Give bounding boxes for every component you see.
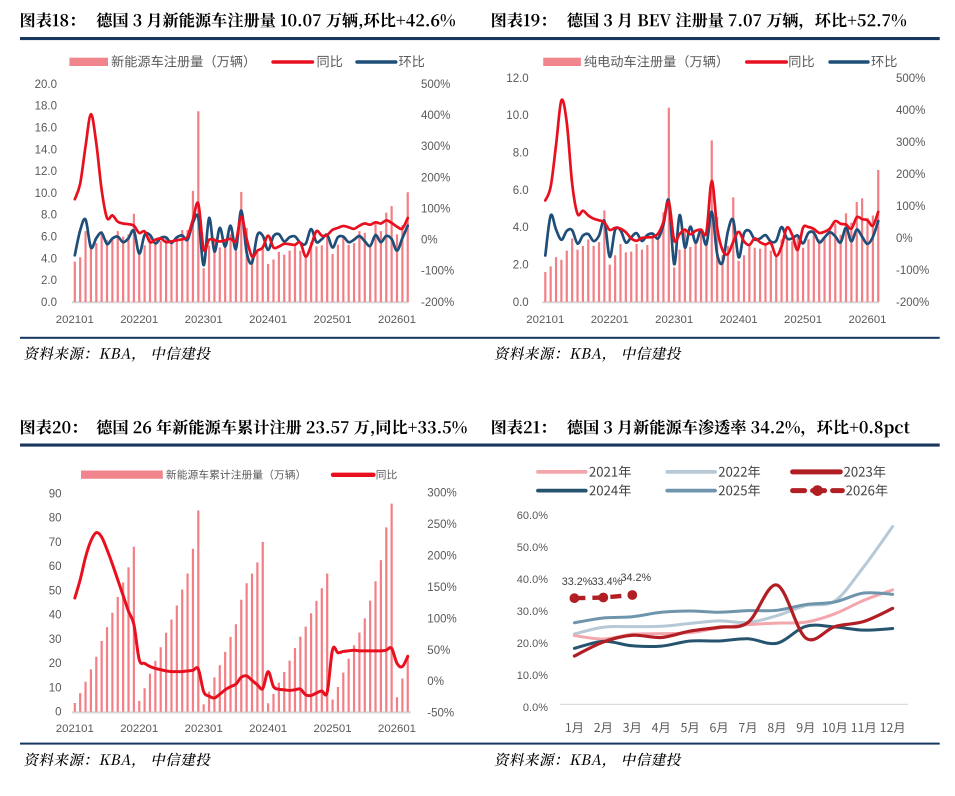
svg-text:8.0: 8.0 [41, 210, 57, 222]
svg-text:0.0: 0.0 [513, 297, 529, 309]
svg-text:202601: 202601 [378, 723, 416, 735]
svg-text:6.0: 6.0 [41, 232, 57, 244]
svg-text:-200%: -200% [896, 297, 929, 309]
svg-text:202401: 202401 [720, 314, 758, 326]
svg-text:100%: 100% [896, 201, 925, 213]
svg-text:202601: 202601 [848, 314, 886, 326]
svg-text:6.0: 6.0 [513, 185, 529, 197]
svg-text:10.0%: 10.0% [517, 670, 548, 682]
svg-text:400%: 400% [896, 105, 925, 117]
svg-text:150%: 150% [427, 582, 456, 594]
svg-text:100%: 100% [421, 203, 450, 215]
svg-text:20.0%: 20.0% [517, 638, 548, 650]
svg-text:4.0: 4.0 [41, 253, 57, 265]
svg-text:-50%: -50% [427, 708, 454, 720]
svg-text:200%: 200% [896, 169, 925, 181]
svg-text:202501: 202501 [784, 314, 822, 326]
svg-text:200%: 200% [427, 550, 456, 562]
svg-text:10.0: 10.0 [506, 110, 528, 122]
svg-text:16.0: 16.0 [35, 123, 57, 135]
svg-text:0.0%: 0.0% [523, 702, 548, 714]
svg-text:20.0: 20.0 [35, 79, 57, 91]
svg-text:18.0: 18.0 [35, 101, 57, 113]
svg-text:202501: 202501 [314, 723, 352, 735]
svg-text:50: 50 [49, 585, 62, 597]
svg-text:0.0: 0.0 [41, 297, 57, 309]
svg-text:202101: 202101 [56, 314, 94, 326]
svg-text:14.0: 14.0 [35, 144, 57, 156]
svg-text:202301: 202301 [185, 723, 223, 735]
svg-text:300%: 300% [427, 488, 456, 500]
svg-text:202201: 202201 [120, 723, 158, 735]
svg-text:202401: 202401 [249, 314, 287, 326]
svg-text:50.0%: 50.0% [517, 542, 548, 554]
svg-text:50%: 50% [427, 645, 450, 657]
svg-text:202301: 202301 [655, 314, 693, 326]
svg-text:300%: 300% [896, 137, 925, 149]
svg-text:202301: 202301 [185, 314, 223, 326]
svg-text:202501: 202501 [314, 314, 352, 326]
svg-text:60: 60 [49, 561, 62, 573]
svg-text:0: 0 [55, 707, 61, 719]
svg-text:4.0: 4.0 [513, 222, 529, 234]
svg-text:30.0%: 30.0% [517, 606, 548, 618]
svg-text:12.0: 12.0 [35, 166, 57, 178]
svg-text:34.2%: 34.2% [621, 572, 652, 584]
svg-text:40.0%: 40.0% [517, 574, 548, 586]
svg-text:202101: 202101 [56, 723, 94, 735]
svg-text:202101: 202101 [526, 314, 564, 326]
svg-text:200%: 200% [421, 172, 450, 184]
svg-text:0%: 0% [421, 235, 438, 247]
svg-text:20: 20 [49, 658, 62, 670]
svg-text:12.0: 12.0 [506, 73, 528, 85]
svg-text:33.2%: 33.2% [562, 576, 593, 588]
svg-text:30: 30 [49, 634, 62, 646]
svg-text:2.0: 2.0 [513, 259, 529, 271]
svg-text:40: 40 [49, 610, 62, 622]
svg-text:400%: 400% [421, 110, 450, 122]
svg-text:2.0: 2.0 [41, 275, 57, 287]
svg-text:8.0: 8.0 [513, 147, 529, 159]
svg-text:202401: 202401 [249, 723, 287, 735]
svg-text:0%: 0% [896, 233, 913, 245]
svg-text:80: 80 [49, 513, 62, 525]
svg-text:70: 70 [49, 537, 62, 549]
svg-text:-200%: -200% [421, 297, 454, 309]
svg-text:90: 90 [49, 488, 62, 500]
svg-text:10.0: 10.0 [35, 188, 57, 200]
svg-text:33.4%: 33.4% [592, 576, 623, 588]
svg-text:100%: 100% [427, 613, 456, 625]
svg-text:300%: 300% [421, 141, 450, 153]
svg-text:-100%: -100% [421, 266, 454, 278]
svg-text:500%: 500% [421, 79, 450, 91]
svg-text:202201: 202201 [591, 314, 629, 326]
svg-text:202201: 202201 [120, 314, 158, 326]
svg-text:10: 10 [49, 682, 62, 694]
svg-text:500%: 500% [896, 73, 925, 85]
svg-text:60.0%: 60.0% [517, 510, 548, 522]
svg-text:0%: 0% [427, 676, 444, 688]
svg-text:202601: 202601 [378, 314, 416, 326]
svg-text:250%: 250% [427, 519, 456, 531]
svg-text:-100%: -100% [896, 265, 929, 277]
